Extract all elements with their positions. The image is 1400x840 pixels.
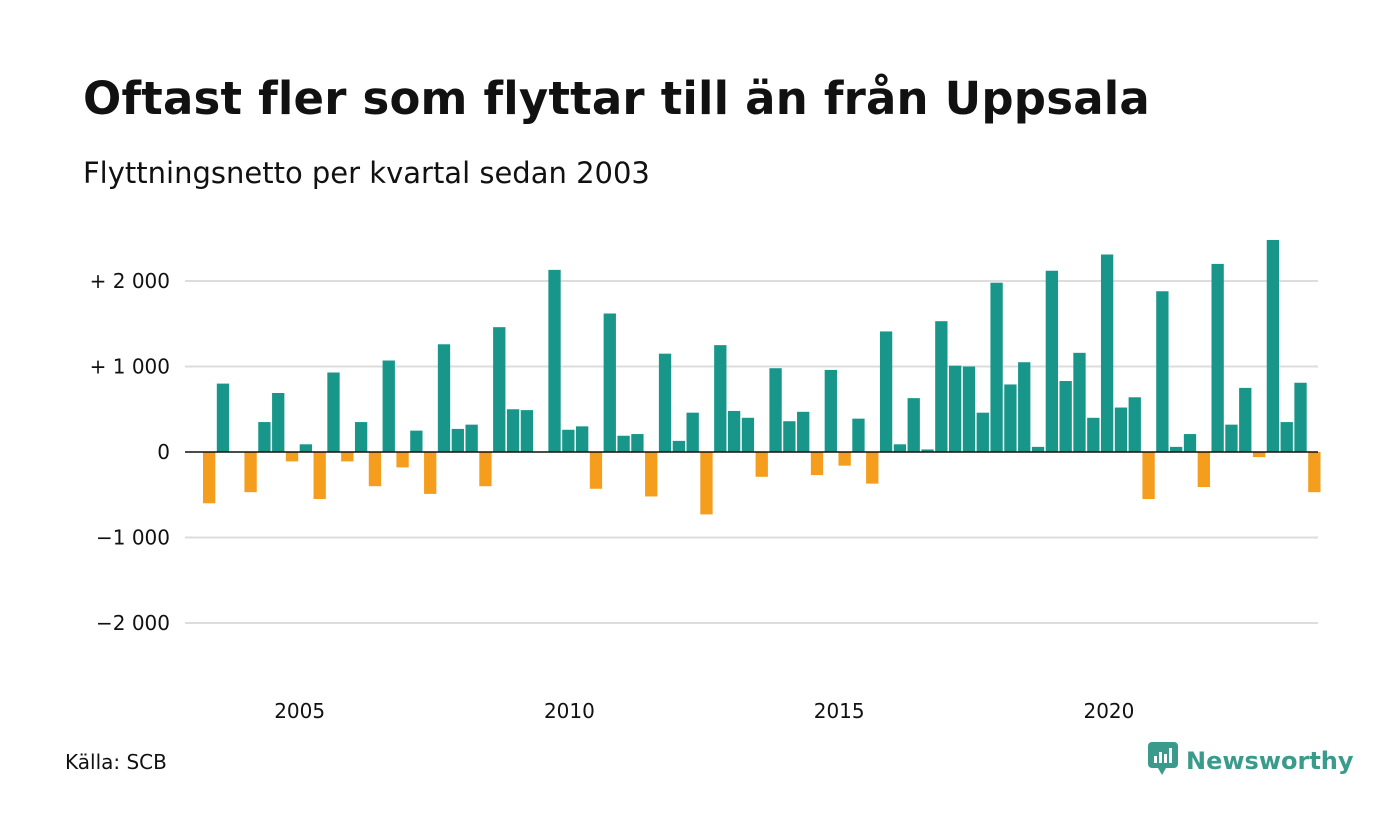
brand-name: Newsworthy — [1186, 747, 1354, 775]
bar — [962, 366, 976, 452]
newsworthy-logo-icon — [1148, 742, 1178, 780]
y-axis-tick-labels: + 2 000 + 1 000 0 −1 000 −2 000 — [90, 269, 170, 635]
bar — [424, 452, 437, 494]
bar — [727, 410, 741, 452]
source-note: Källa: SCB — [65, 750, 167, 774]
bar — [1280, 422, 1293, 452]
bar — [327, 372, 340, 453]
bar — [410, 430, 423, 453]
bar — [1100, 254, 1114, 452]
bar — [368, 452, 382, 487]
bar — [576, 426, 589, 452]
bar — [341, 452, 354, 462]
bar — [313, 452, 326, 500]
bar — [1031, 446, 1045, 452]
bar — [285, 452, 299, 462]
bar — [1225, 424, 1238, 452]
bar — [1142, 452, 1155, 500]
bar — [548, 269, 561, 452]
bar — [672, 440, 686, 452]
bar — [617, 435, 630, 452]
bar — [1197, 452, 1210, 488]
bar — [797, 411, 810, 452]
bar — [1308, 452, 1321, 493]
bar — [1087, 417, 1100, 452]
bar — [203, 452, 216, 504]
bar — [810, 452, 824, 476]
bar — [907, 398, 920, 452]
bar — [382, 360, 395, 452]
bar — [631, 434, 644, 453]
bar — [1239, 387, 1252, 453]
x-tick-label: 2005 — [274, 699, 325, 723]
bar — [783, 421, 796, 452]
bar — [299, 444, 313, 453]
bar — [935, 321, 948, 452]
bar — [1059, 381, 1072, 452]
bar — [1128, 397, 1141, 452]
bar — [838, 452, 851, 466]
bar — [1004, 384, 1017, 452]
bar — [1183, 434, 1197, 453]
bar — [714, 345, 727, 453]
bar — [741, 417, 755, 452]
bar — [493, 327, 506, 452]
bar — [893, 444, 907, 453]
bar — [921, 449, 934, 453]
bar — [437, 344, 451, 452]
bar — [879, 331, 893, 452]
bar — [451, 428, 464, 453]
bar — [465, 424, 478, 452]
bar — [1266, 239, 1280, 452]
bar — [755, 452, 768, 477]
bar — [520, 410, 534, 453]
bar — [396, 452, 409, 468]
bar — [258, 422, 271, 452]
grid-lines — [185, 280, 1318, 624]
bar — [769, 368, 782, 452]
y-tick-label: + 2 000 — [90, 269, 170, 293]
bar — [216, 383, 230, 452]
bar — [949, 365, 962, 452]
bar — [479, 452, 492, 487]
bar — [658, 353, 672, 453]
bar — [866, 452, 879, 484]
y-tick-label: −1 000 — [96, 526, 170, 550]
bar — [1252, 452, 1266, 458]
x-tick-label: 2015 — [814, 699, 865, 723]
bar — [852, 418, 865, 452]
y-tick-label: −2 000 — [96, 611, 170, 635]
bar — [645, 452, 658, 497]
bar — [1211, 263, 1224, 452]
chart-title: Oftast fler som flyttar till än från Upp… — [83, 72, 1150, 125]
y-tick-label: 0 — [157, 440, 170, 464]
bar — [506, 409, 520, 452]
x-axis-tick-labels: 2005 2010 2015 2020 — [274, 699, 1134, 723]
brand-logo[interactable]: Newsworthy — [1148, 742, 1354, 780]
bar — [603, 313, 616, 452]
bar — [1114, 407, 1128, 452]
x-tick-label: 2020 — [1083, 699, 1134, 723]
bar — [1170, 446, 1183, 452]
bar — [354, 422, 368, 452]
bar — [244, 452, 257, 493]
bar — [686, 412, 699, 452]
bars — [203, 239, 1321, 515]
x-tick-label: 2010 — [544, 699, 595, 723]
bar — [1156, 291, 1169, 452]
bar — [1018, 362, 1031, 453]
bar — [976, 412, 989, 452]
bar — [1045, 270, 1059, 452]
bar — [589, 452, 603, 489]
bar — [700, 452, 713, 515]
bar — [1294, 382, 1307, 453]
bar — [562, 429, 575, 452]
y-tick-label: + 1 000 — [90, 355, 170, 379]
chart-subtitle: Flyttningsnetto per kvartal sedan 2003 — [83, 156, 650, 190]
bar — [824, 369, 837, 452]
bar — [1073, 352, 1086, 452]
bar — [990, 282, 1003, 452]
bar — [272, 393, 285, 452]
